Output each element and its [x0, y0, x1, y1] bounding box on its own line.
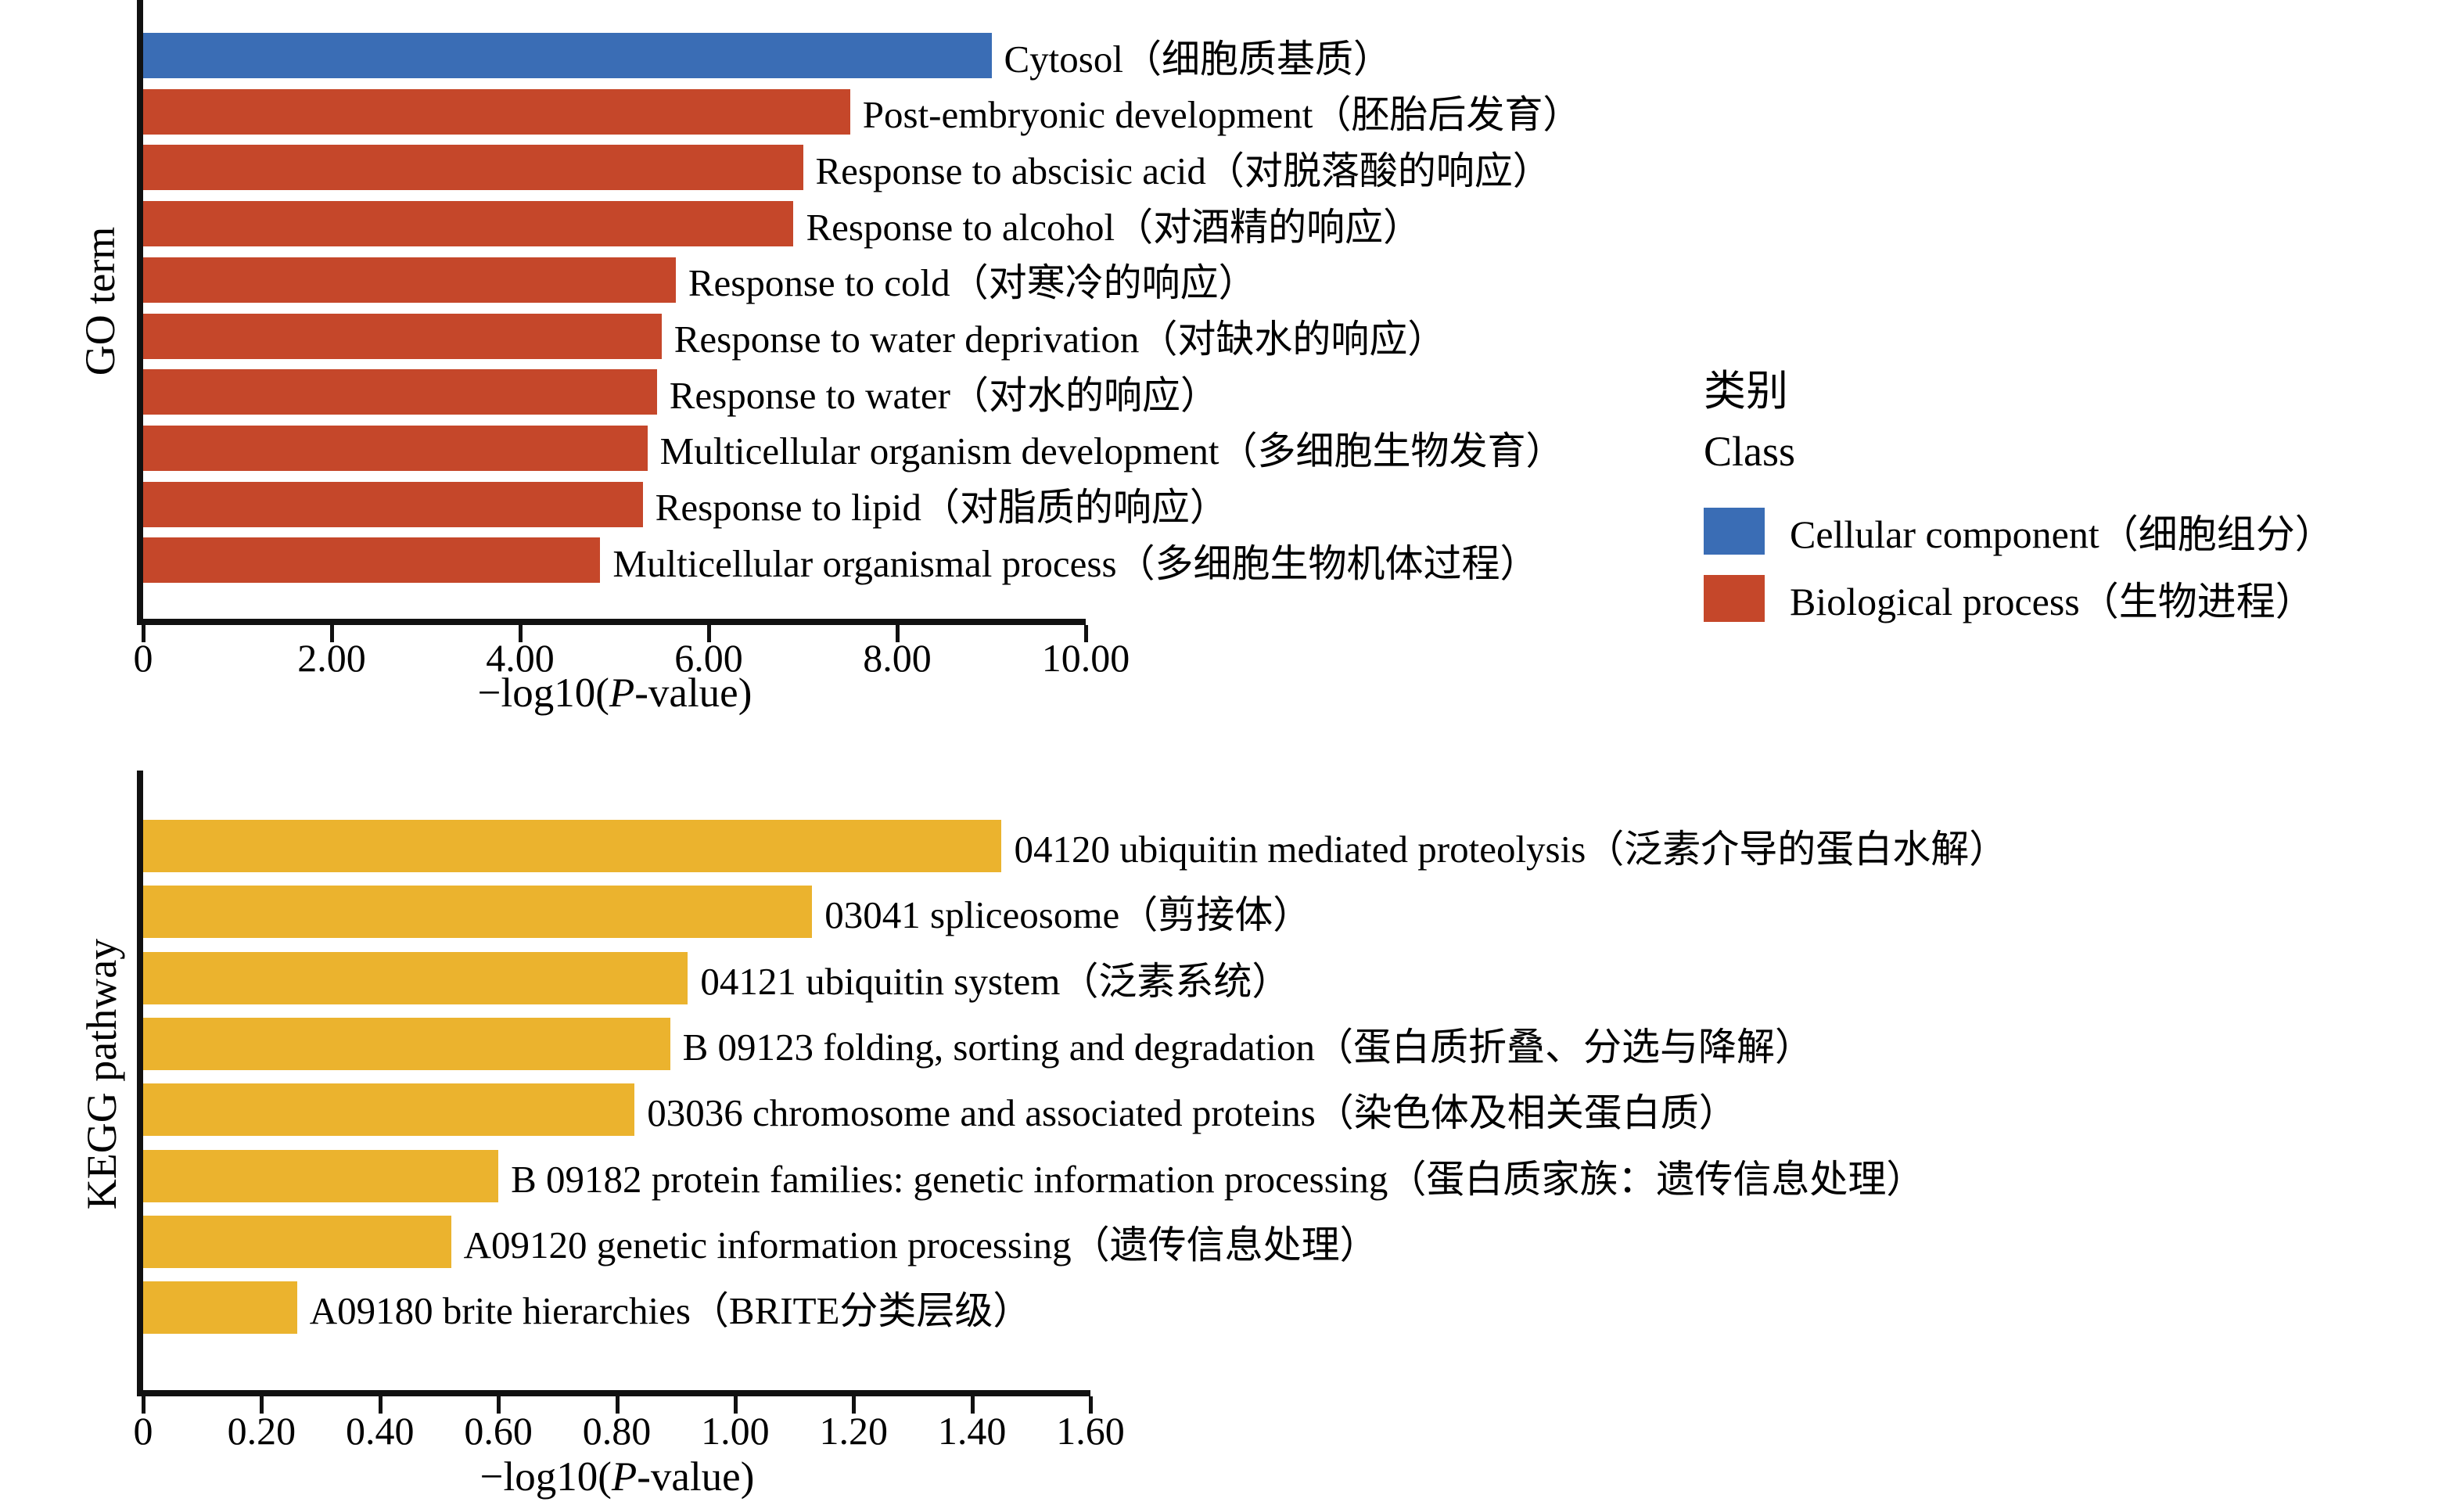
x-tick-label: 4.00 — [486, 636, 555, 680]
x-tick-label: 0.60 — [464, 1409, 533, 1453]
x-tick — [142, 1396, 145, 1414]
x-tick-label: 0 — [133, 636, 153, 680]
x-axis-title-suffix: -value) — [634, 670, 752, 716]
x-axis — [137, 619, 1086, 625]
x-axis-title-suffix: -value) — [637, 1454, 755, 1500]
bar-label: Response to lipid（对脂质的响应） — [655, 486, 1228, 530]
x-axis-title-prefix: −log10( — [480, 1454, 612, 1500]
legend-title-zh: 类别 — [1704, 368, 1788, 415]
bar — [143, 1017, 670, 1070]
x-tick — [615, 1396, 620, 1414]
x-axis-title-p: P — [609, 670, 635, 716]
x-tick-label: 1.20 — [819, 1409, 889, 1453]
bar — [143, 820, 1002, 872]
x-tick — [142, 625, 145, 642]
x-tick — [852, 1396, 857, 1414]
x-tick-label: 1.40 — [937, 1409, 1007, 1453]
x-tick-label: 0.80 — [582, 1409, 652, 1453]
bar — [143, 1215, 451, 1268]
x-tick — [970, 1396, 975, 1414]
y-axis — [137, 771, 143, 1396]
x-tick-label: 0.20 — [227, 1409, 296, 1453]
legend-items: Cellular component（细胞组分） Biological proc… — [1704, 503, 2334, 627]
bar — [143, 33, 992, 78]
bar-label: 04120 ubiquitin mediated proteolysis（泛素介… — [1014, 828, 2008, 871]
bar — [143, 951, 688, 1004]
bar-label: Response to water（对水的响应） — [669, 373, 1219, 417]
x-tick — [378, 1396, 383, 1414]
x-tick-label: 1.60 — [1056, 1409, 1125, 1453]
bar-label: 03036 chromosome and associated proteins… — [647, 1091, 1737, 1135]
go-chart-y-axis-title: GO term — [77, 226, 124, 376]
bar-label: Response to cold（对寒冷的响应） — [688, 261, 1257, 305]
legend-swatch-biological-process — [1704, 575, 1765, 623]
legend-title-en: Class — [1704, 427, 1796, 475]
bar — [143, 425, 648, 471]
bar — [143, 481, 643, 527]
bar-label: Response to alcohol（对酒精的响应） — [806, 205, 1422, 249]
legend-item-label: Cellular component（细胞组分） — [1790, 512, 2334, 557]
x-tick — [497, 1396, 501, 1414]
x-tick-label: 10.00 — [1041, 636, 1130, 680]
x-tick — [519, 625, 523, 642]
bar-label: Multicellular organismal process（多细胞生物机体… — [612, 541, 1539, 585]
x-tick-label: 0 — [133, 1409, 153, 1453]
bar — [143, 201, 794, 247]
bar-label: Response to abscisic acid（对脱落酸的响应） — [815, 149, 1551, 192]
x-tick-label: 8.00 — [863, 636, 932, 680]
y-axis — [137, 0, 143, 625]
legend-swatch-cellular-component — [1704, 508, 1765, 555]
bar-label: A09180 brite hierarchies（BRITE分类层级） — [309, 1289, 1032, 1333]
go-chart-x-axis-title: −log10(P-value) — [478, 670, 752, 717]
x-tick — [1084, 625, 1088, 642]
bar — [143, 257, 676, 303]
bar-label: Response to water deprivation（对缺水的响应） — [673, 318, 1446, 361]
bar-label: B 09182 protein families: genetic inform… — [511, 1157, 1925, 1201]
bar — [143, 145, 803, 191]
bar-label: A09120 genetic information processing（遗传… — [463, 1223, 1378, 1266]
legend-item-biological-process: Biological process（生物进程） — [1704, 570, 2334, 627]
bar — [143, 886, 813, 939]
legend-item-cellular-component: Cellular component（细胞组分） — [1704, 503, 2334, 559]
x-tick-label: 6.00 — [674, 636, 743, 680]
x-tick — [330, 625, 334, 642]
bar-label: 03041 spliceosome（剪接体） — [824, 893, 1312, 937]
x-axis-title-prefix: −log10( — [477, 670, 609, 716]
legend: 类别 Class Cellular component（细胞组分） Biolog… — [1704, 361, 2334, 638]
x-tick — [733, 1396, 738, 1414]
x-tick — [896, 625, 900, 642]
bar — [143, 1281, 297, 1335]
bar — [143, 1149, 499, 1202]
x-axis-title-p: P — [611, 1454, 638, 1500]
bar-label: B 09123 folding, sorting and degradation… — [682, 1025, 1813, 1069]
x-tick-label: 0.40 — [346, 1409, 415, 1453]
bar — [143, 537, 601, 584]
x-tick-label: 1.00 — [701, 1409, 770, 1453]
x-tick — [1089, 1396, 1093, 1414]
bar-label: Post-embryonic development（胚胎后发育） — [862, 93, 1582, 137]
bar-label: Multicellular organism development（多细胞生物… — [659, 429, 1564, 473]
x-tick-label: 2.00 — [297, 636, 366, 680]
bar-label: Cytosol（细胞质基质） — [1004, 37, 1392, 81]
bar — [143, 369, 657, 415]
bar — [143, 88, 850, 135]
bar — [143, 1083, 635, 1137]
x-axis — [137, 1390, 1090, 1396]
bar-label: 04121 ubiquitin system（泛素系统） — [700, 959, 1291, 1003]
kegg-chart-y-axis-title: KEGG pathway — [78, 938, 125, 1210]
x-tick — [260, 1396, 264, 1414]
kegg-chart-x-axis-title: −log10(P-value) — [480, 1453, 755, 1500]
x-tick — [707, 625, 711, 642]
legend-item-label: Biological process（生物进程） — [1790, 580, 2315, 624]
bar — [143, 313, 662, 359]
